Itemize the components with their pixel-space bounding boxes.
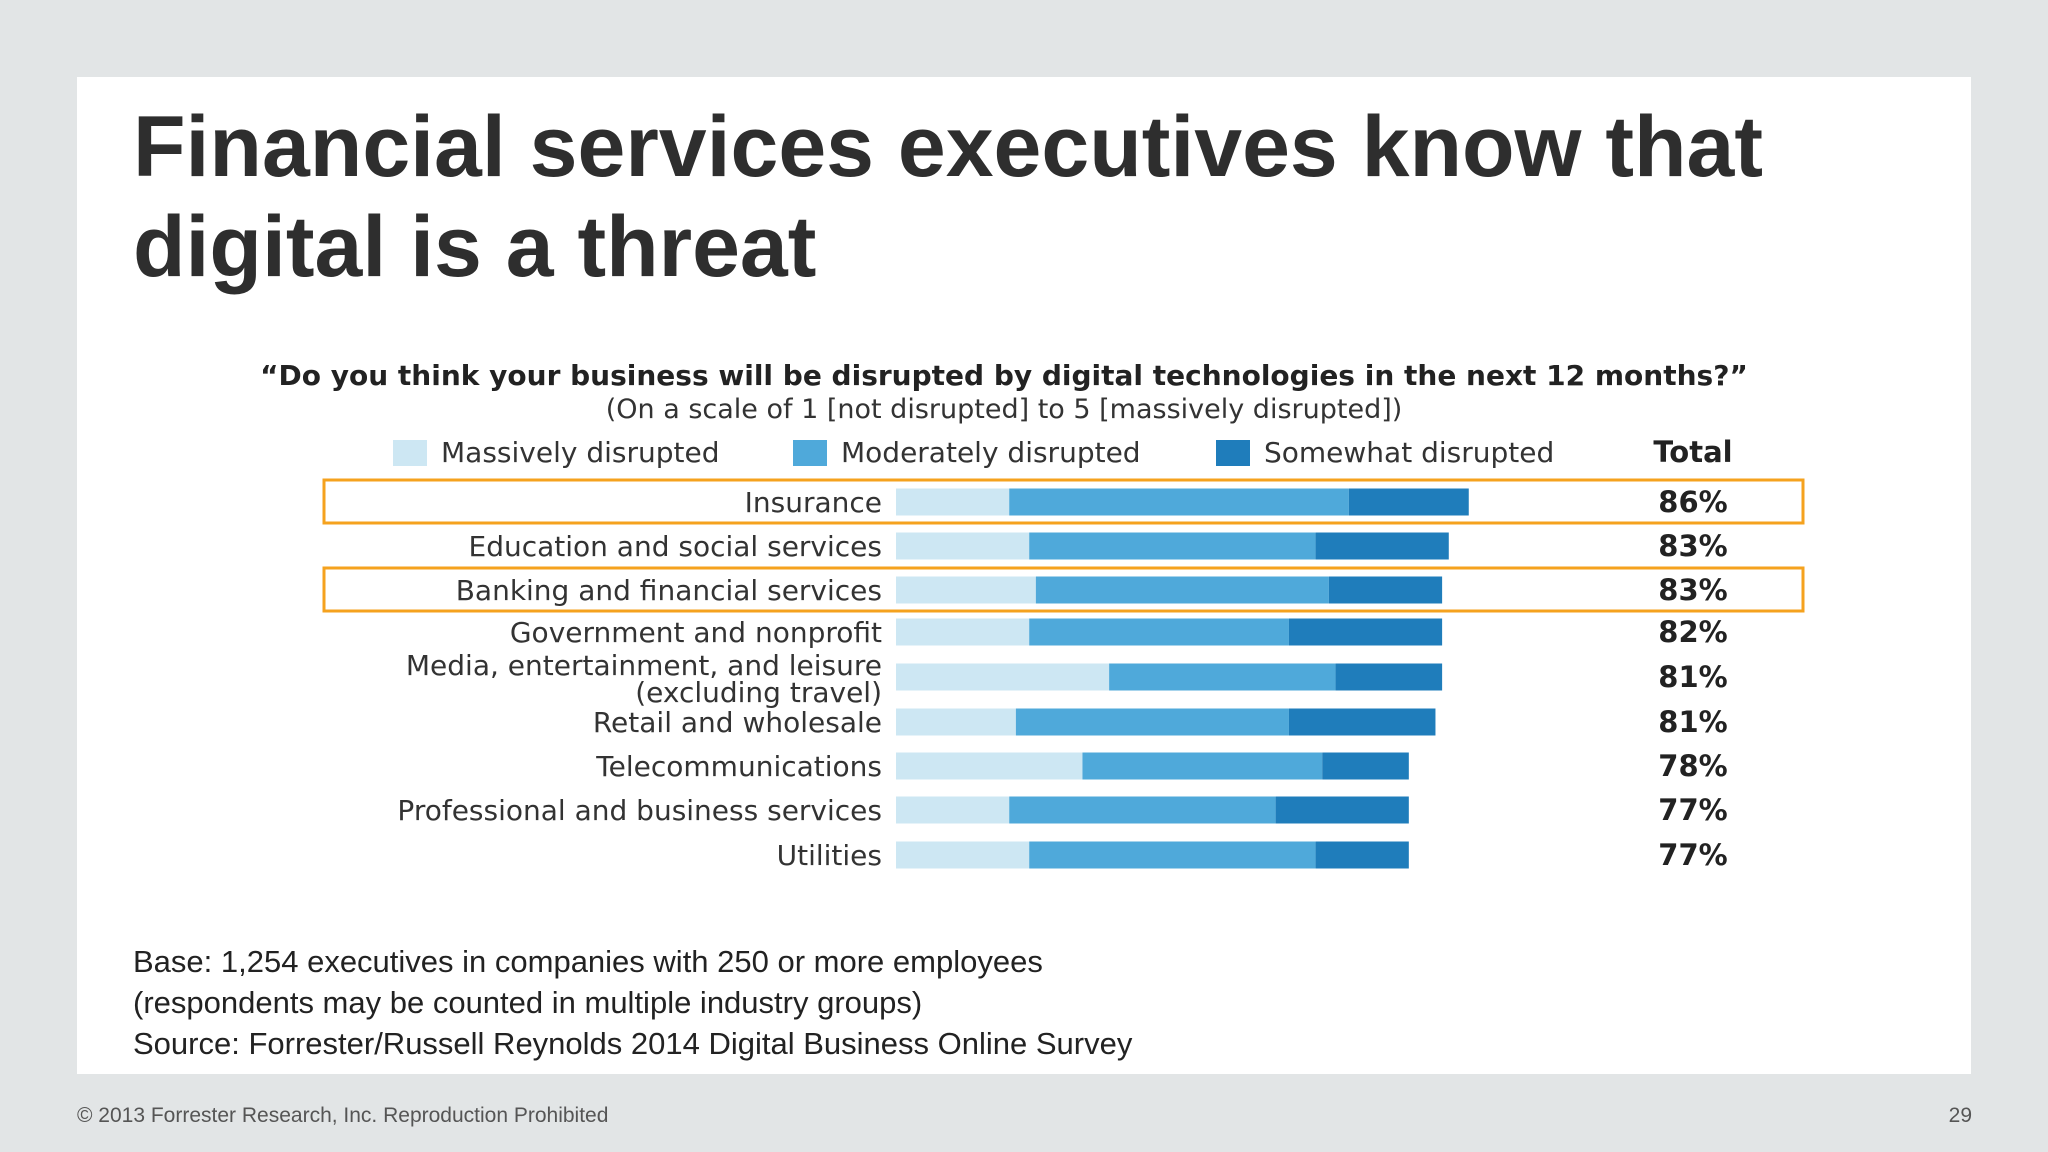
total-value: 81% (1658, 660, 1727, 694)
bar-segment (896, 663, 1110, 691)
bar-segment (1288, 618, 1443, 646)
bar-segment (896, 532, 1030, 560)
footnote-base: Base: 1,254 executives in companies with… (133, 944, 1043, 979)
total-value: 77% (1658, 838, 1727, 872)
bar-segment (1288, 708, 1436, 736)
copyright-text: © 2013 Forrester Research, Inc. Reproduc… (77, 1104, 609, 1127)
footnote-respondents: (respondents may be counted in multiple … (133, 985, 923, 1020)
category-label: Banking and financial services (456, 574, 882, 607)
bar-segment (1335, 663, 1443, 691)
legend-swatch (1216, 440, 1250, 466)
page-number: 29 (1948, 1104, 1972, 1127)
slide: Financial services executives know that … (77, 77, 1971, 1074)
bar-segment (896, 752, 1083, 780)
bar-segment (1328, 576, 1443, 604)
bar-segment (1035, 576, 1329, 604)
bar-segment (896, 708, 1016, 736)
total-value: 81% (1658, 705, 1727, 739)
total-value: 78% (1658, 749, 1727, 783)
bar-segment (896, 576, 1036, 604)
chart-subtitle: (On a scale of 1 [not disrupted] to 5 [m… (606, 394, 1403, 425)
legend-swatch (393, 440, 427, 466)
bar-segment (1082, 752, 1323, 780)
total-value: 83% (1658, 573, 1727, 607)
bar-segment (1322, 752, 1409, 780)
total-header: Total (1653, 435, 1732, 469)
bar-segment (1015, 708, 1289, 736)
legend-label: Somewhat disrupted (1264, 436, 1554, 469)
total-value: 82% (1658, 615, 1727, 649)
category-label: Media, entertainment, and leisure (406, 649, 882, 682)
chart-question: “Do you think your business will be disr… (260, 359, 1748, 392)
category-label: Utilities (777, 839, 882, 872)
bar-segment (1109, 663, 1336, 691)
highlight-box (322, 566, 1805, 613)
bar-segment (1029, 841, 1316, 869)
category-label: Telecommunications (595, 750, 882, 783)
bar-segment (1348, 488, 1469, 516)
footnote: Base: 1,254 executives in companies with… (133, 941, 1633, 1064)
footnote-source: Source: Forrester/Russell Reynolds 2014 … (133, 1026, 1133, 1061)
category-label: Government and nonprofit (510, 616, 882, 649)
category-label: Insurance (745, 486, 882, 519)
category-label: Education and social services (469, 530, 883, 563)
total-value: 77% (1658, 793, 1727, 827)
legend-label: Moderately disrupted (841, 436, 1141, 469)
bar-segment (1009, 488, 1349, 516)
bar-segment (1315, 841, 1409, 869)
stacked-bar-chart: “Do you think your business will be disr… (260, 359, 1805, 872)
bar-segment (896, 488, 1010, 516)
bar-segment (896, 841, 1030, 869)
bar-segment (1275, 796, 1409, 824)
bar-segment (896, 618, 1030, 646)
highlight-box (322, 478, 1805, 525)
legend-swatch (793, 440, 827, 466)
bar-segment (1009, 796, 1276, 824)
category-label: Retail and wholesale (593, 706, 882, 739)
bar-segment (1029, 618, 1289, 646)
total-value: 83% (1658, 529, 1727, 563)
category-label: (excluding travel) (635, 676, 882, 709)
bar-segment (896, 796, 1010, 824)
bar-segment (1315, 532, 1449, 560)
bar-segment (1029, 532, 1316, 560)
legend-label: Massively disrupted (441, 436, 719, 469)
total-value: 86% (1658, 485, 1727, 519)
category-label: Professional and business services (397, 794, 882, 827)
slide-title: Financial services executives know that … (133, 99, 1763, 295)
